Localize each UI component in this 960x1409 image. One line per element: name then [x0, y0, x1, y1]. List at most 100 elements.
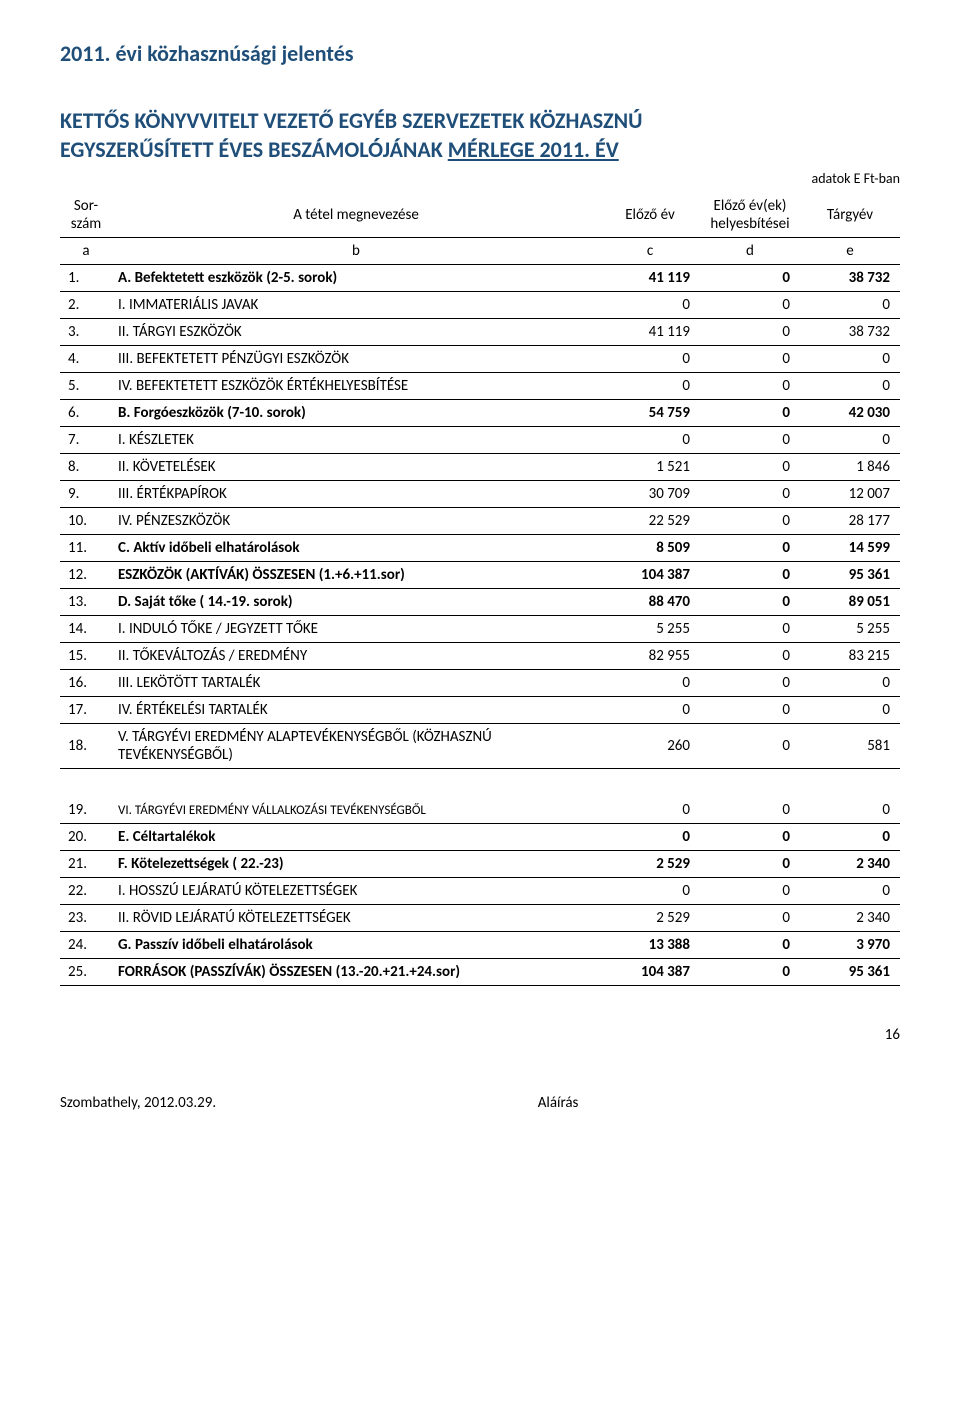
row-desc: IV. PÉNZESZKÖZÖK	[112, 508, 600, 535]
sub-d: d	[700, 238, 800, 265]
row-prev: 22 529	[600, 508, 700, 535]
sub-c: c	[600, 238, 700, 265]
table-row: 7.I. KÉSZLETEK000	[60, 427, 900, 454]
row-curr: 0	[800, 824, 900, 851]
table-row: 12.ESZKÖZÖK (AKTÍVÁK) ÖSSZESEN (1.+6.+11…	[60, 562, 900, 589]
table-row: 3.II. TÁRGYI ESZKÖZÖK41 119038 732	[60, 319, 900, 346]
row-corr: 0	[700, 616, 800, 643]
row-corr: 0	[700, 562, 800, 589]
footer-signature: Aláírás	[538, 1094, 579, 1112]
row-corr: 0	[700, 535, 800, 562]
table-row: 6.B. Forgóeszközök (7-10. sorok)54 75904…	[60, 400, 900, 427]
row-num: 17.	[60, 697, 112, 724]
gap-row	[60, 769, 900, 798]
row-curr: 38 732	[800, 265, 900, 292]
row-desc: I. HOSSZÚ LEJÁRATÚ KÖTELEZETTSÉGEK	[112, 878, 600, 905]
row-curr: 2 340	[800, 851, 900, 878]
row-num: 11.	[60, 535, 112, 562]
row-curr: 1 846	[800, 454, 900, 481]
row-curr: 28 177	[800, 508, 900, 535]
row-desc: VI. TÁRGYÉVI EREDMÉNY VÁLLALKOZÁSI TEVÉK…	[112, 797, 600, 824]
row-prev: 0	[600, 292, 700, 319]
row-desc: II. RÖVID LEJÁRATÚ KÖTELEZETTSÉGEK	[112, 905, 600, 932]
heading-line1: KETTŐS KÖNYVVITELT VEZETŐ EGYÉB SZERVEZE…	[60, 107, 642, 134]
sub-a: a	[60, 238, 112, 265]
row-num: 1.	[60, 265, 112, 292]
row-curr: 0	[800, 373, 900, 400]
row-corr: 0	[700, 346, 800, 373]
row-curr: 95 361	[800, 959, 900, 986]
row-desc: IV. ÉRTÉKELÉSI TARTALÉK	[112, 697, 600, 724]
table-row: 21.F. Kötelezettségek ( 22.-23)2 52902 3…	[60, 851, 900, 878]
row-curr: 2 340	[800, 905, 900, 932]
row-prev: 8 509	[600, 535, 700, 562]
row-prev: 41 119	[600, 265, 700, 292]
table-row: 14.I. INDULÓ TŐKE / JEGYZETT TŐKE5 25505…	[60, 616, 900, 643]
page-number: 16	[60, 1026, 900, 1044]
row-num: 7.	[60, 427, 112, 454]
row-desc: IV. BEFEKTETETT ESZKÖZÖK ÉRTÉKHELYESBÍTÉ…	[112, 373, 600, 400]
row-desc: V. TÁRGYÉVI EREDMÉNY ALAPTEVÉKENYSÉGBŐL …	[112, 724, 600, 769]
row-prev: 0	[600, 824, 700, 851]
row-curr: 581	[800, 724, 900, 769]
row-num: 25.	[60, 959, 112, 986]
sub-e: e	[800, 238, 900, 265]
row-desc: D. Saját tőke ( 14.-19. sorok)	[112, 589, 600, 616]
table-header-row: Sor- szám A tétel megnevezése Előző év E…	[60, 193, 900, 238]
row-desc: III. BEFEKTETETT PÉNZÜGYI ESZKÖZÖK	[112, 346, 600, 373]
table-row: 8.II. KÖVETELÉSEK1 52101 846	[60, 454, 900, 481]
th-sorszam: Sor- szám	[60, 193, 112, 238]
row-desc: C. Aktív időbeli elhatárolások	[112, 535, 600, 562]
document-title: 2011. évi közhasznúsági jelentés	[60, 40, 900, 67]
row-curr: 0	[800, 670, 900, 697]
row-corr: 0	[700, 481, 800, 508]
row-num: 4.	[60, 346, 112, 373]
row-prev: 0	[600, 878, 700, 905]
row-prev: 0	[600, 670, 700, 697]
row-desc: I. IMMATERIÁLIS JAVAK	[112, 292, 600, 319]
row-corr: 0	[700, 697, 800, 724]
table-subheader-row: a b c d e	[60, 238, 900, 265]
row-num: 13.	[60, 589, 112, 616]
table-row: 10.IV. PÉNZESZKÖZÖK22 529028 177	[60, 508, 900, 535]
row-num: 20.	[60, 824, 112, 851]
th-megnevezes: A tétel megnevezése	[112, 193, 600, 238]
row-curr: 0	[800, 878, 900, 905]
row-prev: 0	[600, 697, 700, 724]
row-desc: II. KÖVETELÉSEK	[112, 454, 600, 481]
table-row: 20.E. Céltartalékok000	[60, 824, 900, 851]
row-corr: 0	[700, 824, 800, 851]
table-row: 4.III. BEFEKTETETT PÉNZÜGYI ESZKÖZÖK000	[60, 346, 900, 373]
row-num: 12.	[60, 562, 112, 589]
row-curr: 38 732	[800, 319, 900, 346]
row-curr: 0	[800, 697, 900, 724]
heading-line2b: MÉRLEGE 2011. ÉV	[448, 136, 619, 163]
sub-b: b	[112, 238, 600, 265]
th-sor: Sor-	[74, 197, 98, 215]
row-desc: FORRÁSOK (PASSZÍVÁK) ÖSSZESEN (13.-20.+2…	[112, 959, 600, 986]
table-row: 1.A. Befektetett eszközök (2-5. sorok)41…	[60, 265, 900, 292]
row-corr: 0	[700, 905, 800, 932]
balance-table: Sor- szám A tétel megnevezése Előző év E…	[60, 193, 900, 986]
table-body: 1.A. Befektetett eszközök (2-5. sorok)41…	[60, 265, 900, 986]
table-row: 15.II. TŐKEVÁLTOZÁS / EREDMÉNY82 955083 …	[60, 643, 900, 670]
row-num: 2.	[60, 292, 112, 319]
row-corr: 0	[700, 319, 800, 346]
row-prev: 30 709	[600, 481, 700, 508]
row-corr: 0	[700, 292, 800, 319]
row-prev: 5 255	[600, 616, 700, 643]
th-helyesbites2: helyesbítései	[710, 215, 789, 233]
row-corr: 0	[700, 643, 800, 670]
row-corr: 0	[700, 670, 800, 697]
th-elozo-ev: Előző év	[600, 193, 700, 238]
row-desc: F. Kötelezettségek ( 22.-23)	[112, 851, 600, 878]
table-row: 16.III. LEKÖTÖTT TARTALÉK000	[60, 670, 900, 697]
row-curr: 14 599	[800, 535, 900, 562]
table-row: 19.VI. TÁRGYÉVI EREDMÉNY VÁLLALKOZÁSI TE…	[60, 797, 900, 824]
row-curr: 3 970	[800, 932, 900, 959]
row-curr: 0	[800, 797, 900, 824]
table-row: 23.II. RÖVID LEJÁRATÚ KÖTELEZETTSÉGEK2 5…	[60, 905, 900, 932]
row-corr: 0	[700, 589, 800, 616]
row-corr: 0	[700, 878, 800, 905]
row-prev: 104 387	[600, 959, 700, 986]
